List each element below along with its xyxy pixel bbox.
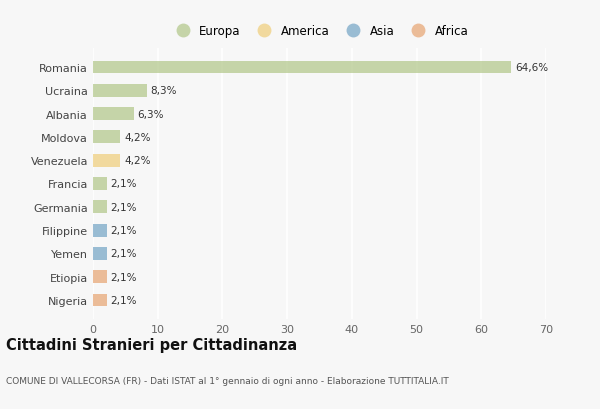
Text: 2,1%: 2,1% — [110, 249, 137, 259]
Text: 6,3%: 6,3% — [137, 109, 164, 119]
Text: COMUNE DI VALLECORSA (FR) - Dati ISTAT al 1° gennaio di ogni anno - Elaborazione: COMUNE DI VALLECORSA (FR) - Dati ISTAT a… — [6, 376, 449, 385]
Bar — [93, 224, 107, 237]
Bar — [93, 108, 134, 121]
Bar — [93, 61, 511, 74]
Bar — [93, 154, 120, 167]
Text: 2,1%: 2,1% — [110, 295, 137, 306]
Bar — [93, 271, 107, 283]
Bar — [93, 85, 147, 97]
Text: 2,1%: 2,1% — [110, 179, 137, 189]
Bar — [93, 201, 107, 214]
Text: Cittadini Stranieri per Cittadinanza: Cittadini Stranieri per Cittadinanza — [6, 337, 297, 353]
Bar — [93, 178, 107, 191]
Text: 64,6%: 64,6% — [515, 63, 548, 73]
Text: 2,1%: 2,1% — [110, 226, 137, 236]
Bar — [93, 294, 107, 307]
Bar — [93, 247, 107, 260]
Text: 2,1%: 2,1% — [110, 202, 137, 212]
Text: 4,2%: 4,2% — [124, 156, 151, 166]
Legend: Europa, America, Asia, Africa: Europa, America, Asia, Africa — [169, 22, 470, 40]
Bar — [93, 131, 120, 144]
Text: 8,3%: 8,3% — [151, 86, 177, 96]
Text: 4,2%: 4,2% — [124, 133, 151, 142]
Text: 2,1%: 2,1% — [110, 272, 137, 282]
